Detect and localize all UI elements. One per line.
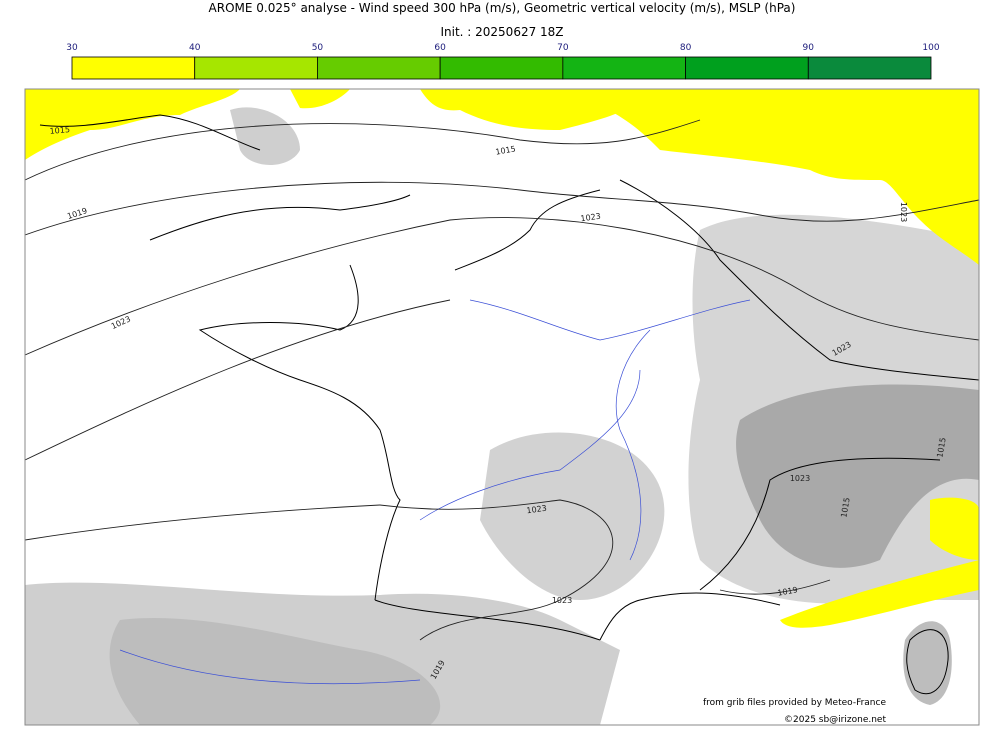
colorbar-tick-label: 80 [680,43,692,53]
isobar-label: 1023 [526,504,547,516]
colorbar-tick-label: 70 [557,43,569,53]
colorbar-segment [685,56,809,80]
isobar-label: 1019 [777,585,799,597]
colorbar-tick-label: 100 [922,43,939,53]
colorbar-tick-label: 50 [312,43,324,53]
colorbar-tick-label: 90 [803,43,815,53]
isobar-label: 1023 [552,596,572,605]
map-frame [24,88,980,726]
isobar-label: 1023 [899,202,908,222]
colorbar-segment [439,56,564,80]
colorbar-segment [317,56,441,80]
source-credit: from grib files provided by Meteo-France [703,698,886,708]
colorbar-segment [194,56,318,80]
colorbar-tick-label: 60 [434,43,446,53]
title: AROME 0.025° analyse - Wind speed 300 hP… [209,1,796,15]
colorbar-segment [562,56,686,80]
colorbar-segment [71,56,196,80]
colorbar: 30 40 50 60 70 80 90 100 [66,43,940,80]
isobar-label: 1015 [495,144,517,156]
copyright: ©2025 sb@irizone.net [784,715,886,725]
colorbar-tick-label: 40 [189,43,201,53]
isobar-label: 1015 [935,437,947,459]
isobar-label: 1023 [790,474,810,483]
init-time: Init. : 20250627 18Z [440,25,563,39]
colorbar-segment [807,56,932,80]
isobar-label: 1015 [839,497,851,519]
isobar-label: 1023 [580,212,601,224]
colorbar-tick-label: 30 [66,43,78,53]
isobar-label: 1015 [49,125,70,136]
